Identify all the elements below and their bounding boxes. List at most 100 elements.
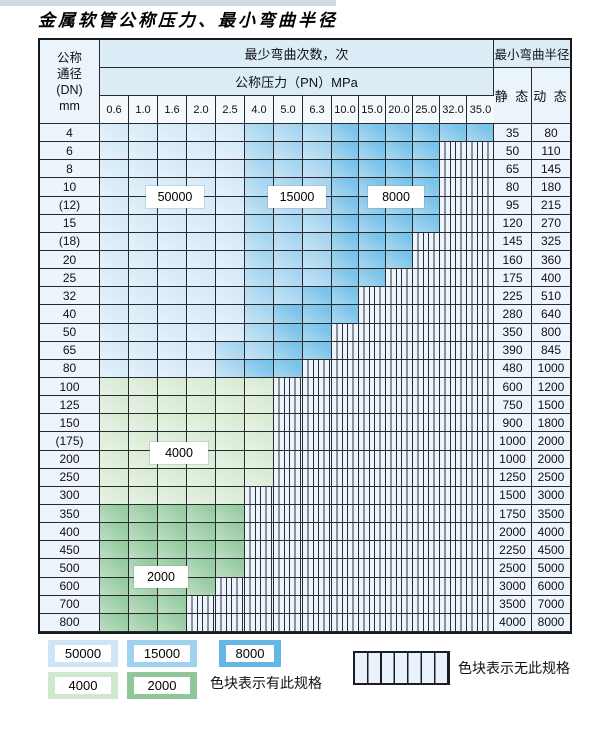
- dn-value: 500: [40, 559, 100, 578]
- spec-cell-50000: [187, 142, 216, 161]
- table-row: 32 225 510: [40, 287, 570, 306]
- spec-cell-2000: [187, 577, 216, 596]
- spec-cell-4000: [245, 468, 274, 487]
- spec-cell-50000: [129, 250, 158, 270]
- static-radius-value: 390: [494, 341, 532, 360]
- dynamic-radius-value: 2000: [532, 432, 570, 451]
- no-spec-cell: [359, 414, 386, 433]
- static-radius-value: 1000: [494, 432, 532, 451]
- no-spec-cell: [440, 341, 467, 360]
- no-spec-cell: [413, 287, 440, 306]
- spec-cell-50000: [129, 269, 158, 288]
- table-row: (18) 145 325: [40, 232, 570, 251]
- no-spec-cell: [359, 287, 386, 306]
- pressure-tick: 32.0: [440, 96, 467, 124]
- table-row: 150 900 1800: [40, 414, 570, 433]
- no-spec-cell: [303, 523, 332, 542]
- dynamic-radius-value: 360: [532, 250, 570, 270]
- spec-cell-50000: [187, 287, 216, 306]
- table-row: 450 2250 4500: [40, 541, 570, 560]
- spec-cell-15000: [274, 232, 303, 251]
- zone-label-4000: 4000: [150, 442, 208, 464]
- spec-cell-50000: [158, 341, 187, 360]
- dynamic-radius-value: 7000: [532, 595, 570, 614]
- spec-cell-2000: [216, 541, 245, 560]
- no-spec-cell: [216, 613, 245, 632]
- spec-cell-15000: [245, 250, 274, 270]
- static-radius-value: 480: [494, 359, 532, 378]
- no-spec-cell: [440, 269, 467, 288]
- dn-value: 6: [40, 142, 100, 161]
- no-spec-cell: [467, 269, 494, 288]
- no-spec-cell: [274, 450, 303, 469]
- spec-cell-15000: [274, 214, 303, 233]
- spec-cell-50000: [216, 250, 245, 270]
- dn-value: 125: [40, 396, 100, 415]
- spec-cell-8000: [386, 160, 413, 179]
- spec-cell-8000: [386, 232, 413, 251]
- dn-value: 150: [40, 414, 100, 433]
- no-spec-cell: [413, 450, 440, 469]
- spec-cell-2000: [100, 559, 129, 578]
- spec-cell-50000: [100, 305, 129, 324]
- dynamic-radius-value: 3000: [532, 486, 570, 505]
- no-spec-cell: [332, 559, 359, 578]
- no-spec-cell: [440, 396, 467, 415]
- no-spec-cell: [386, 323, 413, 342]
- no-spec-cell: [332, 341, 359, 360]
- dynamic-radius-value: 400: [532, 269, 570, 288]
- legend-swatch-4000: 4000: [48, 672, 118, 699]
- spec-cell-50000: [216, 196, 245, 215]
- spec-cell-4000: [158, 377, 187, 397]
- spec-cell-4000: [100, 450, 129, 469]
- no-spec-cell: [359, 305, 386, 324]
- no-spec-cell: [386, 468, 413, 487]
- dn-value: 350: [40, 504, 100, 524]
- spec-cell-50000: [187, 214, 216, 233]
- no-spec-cell: [440, 414, 467, 433]
- spec-cell-15000: [245, 124, 274, 143]
- no-spec-cell: [332, 414, 359, 433]
- dynamic-radius-value: 270: [532, 214, 570, 233]
- spec-cell-2000: [129, 541, 158, 560]
- dynamic-radius-value: 4000: [532, 523, 570, 542]
- spec-cell-50000: [129, 359, 158, 378]
- no-spec-cell: [332, 486, 359, 505]
- no-spec-cell: [467, 396, 494, 415]
- spec-cell-50000: [100, 142, 129, 161]
- table-row: 400 2000 4000: [40, 523, 570, 542]
- no-spec-cell: [386, 269, 413, 288]
- no-spec-cell: [467, 414, 494, 433]
- no-spec-cell: [386, 504, 413, 524]
- dynamic-radius-value: 1200: [532, 377, 570, 397]
- dynamic-radius-value: 4500: [532, 541, 570, 560]
- spec-cell-50000: [187, 341, 216, 360]
- no-spec-cell: [467, 160, 494, 179]
- spec-cell-50000: [158, 305, 187, 324]
- spec-cell-4000: [100, 414, 129, 433]
- dn-value: 65: [40, 341, 100, 360]
- no-spec-cell: [413, 486, 440, 505]
- spec-cell-15000: [245, 142, 274, 161]
- no-spec-cell: [386, 559, 413, 578]
- pressure-tick: 2.0: [187, 96, 216, 124]
- no-spec-cell: [359, 504, 386, 524]
- table-row: 200 1000 2000: [40, 450, 570, 469]
- no-spec-cell: [440, 523, 467, 542]
- no-spec-cell: [303, 595, 332, 614]
- no-spec-cell: [359, 341, 386, 360]
- spec-cell-8000: [332, 178, 359, 197]
- legend-has-spec-note: 色块表示有此规格: [210, 674, 322, 691]
- spec-cell-2000: [100, 504, 129, 524]
- dynamic-radius-value: 145: [532, 160, 570, 179]
- spec-cell-15000: [274, 124, 303, 143]
- spec-cell-2000: [129, 595, 158, 614]
- static-radius-value: 35: [494, 124, 532, 143]
- spec-cell-15000: [274, 287, 303, 306]
- spec-cell-8000: [359, 232, 386, 251]
- spec-cell-4000: [100, 432, 129, 451]
- static-radius-value: 750: [494, 396, 532, 415]
- spec-cell-50000: [158, 160, 187, 179]
- no-spec-cell: [303, 359, 332, 378]
- static-radius-value: 2000: [494, 523, 532, 542]
